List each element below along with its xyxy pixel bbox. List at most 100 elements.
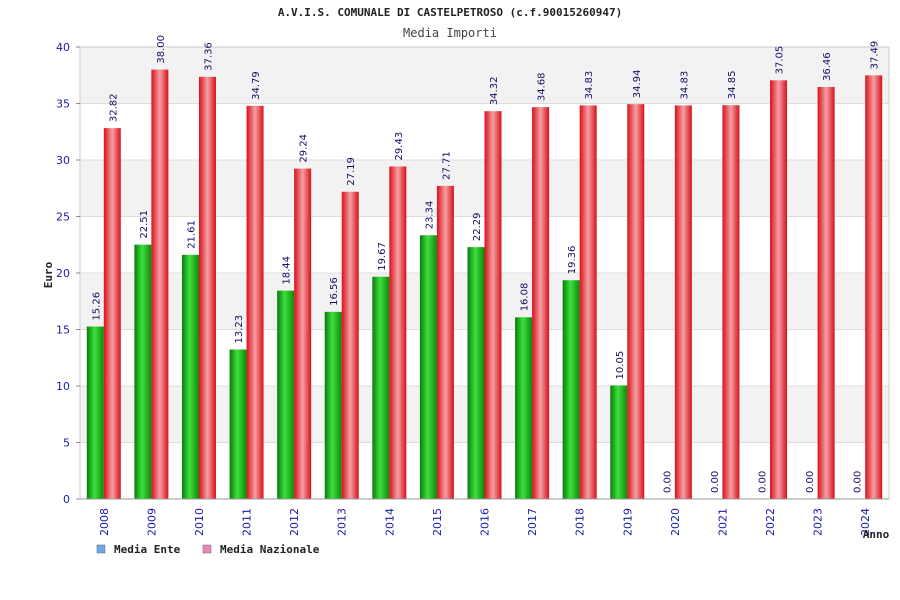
bar-media-ente — [610, 385, 628, 499]
value-label-media-ente: 16.56 — [329, 277, 340, 306]
bar-media-ente — [277, 290, 295, 499]
y-tick-label: 20 — [56, 267, 70, 280]
y-tick-label: 0 — [63, 493, 70, 506]
y-tick-label: 15 — [56, 324, 70, 337]
y-tick-label: 5 — [63, 437, 70, 450]
bar-media-nazionale — [151, 69, 169, 499]
value-label-media-nazionale: 34.94 — [632, 70, 643, 99]
value-label-media-nazionale: 27.71 — [441, 151, 452, 180]
value-label-media-nazionale: 32.82 — [108, 93, 119, 122]
value-label-media-ente: 0.00 — [758, 471, 769, 493]
value-label-media-ente: 13.23 — [234, 315, 245, 344]
value-label-media-nazionale: 34.83 — [584, 71, 595, 100]
value-label-media-ente: 0.00 — [805, 471, 816, 493]
value-label-media-ente: 0.00 — [710, 471, 721, 493]
legend-swatch — [202, 544, 212, 554]
bar-media-nazionale — [579, 105, 597, 500]
y-tick-label: 30 — [56, 154, 70, 167]
bar-media-nazionale — [389, 166, 407, 500]
value-label-media-ente: 16.08 — [520, 283, 531, 312]
value-label-media-ente: 23.34 — [424, 201, 435, 230]
value-label-media-ente: 0.00 — [853, 471, 864, 493]
value-label-media-ente: 22.51 — [139, 210, 150, 239]
bar-media-ente — [562, 280, 580, 499]
bar-media-nazionale — [627, 104, 645, 499]
x-tick-label: 2019 — [621, 508, 634, 536]
y-tick-label: 35 — [56, 98, 70, 111]
x-tick-label: 2021 — [716, 508, 729, 536]
chart-subtitle: Media Importi — [403, 26, 497, 40]
x-tick-label: 2015 — [431, 508, 444, 536]
value-label-media-nazionale: 36.46 — [822, 52, 833, 81]
bar-media-nazionale — [532, 107, 550, 499]
x-tick-label: 2018 — [574, 508, 587, 536]
bar-media-nazionale — [341, 191, 359, 500]
value-label-media-nazionale: 34.85 — [727, 71, 738, 100]
bar-media-ente — [419, 235, 437, 499]
bar-media-ente — [134, 244, 152, 499]
value-label-media-ente: 22.29 — [472, 212, 483, 241]
value-label-media-nazionale: 34.83 — [679, 71, 690, 100]
x-tick-label: 2020 — [669, 508, 682, 536]
bar-media-ente — [372, 276, 390, 499]
x-tick-label: 2010 — [193, 508, 206, 536]
bar-media-ente — [181, 254, 199, 499]
x-tick-label: 2022 — [764, 508, 777, 536]
x-tick-label: 2009 — [145, 508, 158, 536]
bar-media-nazionale — [722, 105, 740, 499]
y-axis-label: Euro — [42, 261, 55, 288]
bar-media-ente — [229, 349, 247, 499]
legend-label: Media Nazionale — [220, 543, 320, 556]
value-label-media-nazionale: 29.24 — [299, 134, 310, 163]
value-label-media-ente: 19.36 — [567, 246, 578, 275]
bar-media-ente — [324, 311, 342, 499]
bar-media-nazionale — [817, 87, 835, 499]
bar-media-nazionale — [294, 168, 312, 499]
value-label-media-nazionale: 34.79 — [251, 71, 262, 100]
bar-media-ente — [515, 317, 533, 499]
bar-media-nazionale — [103, 128, 121, 499]
y-tick-label: 40 — [56, 41, 70, 54]
bar-media-nazionale — [436, 185, 454, 499]
x-axis-label: Anno — [863, 528, 890, 541]
value-label-media-nazionale: 37.36 — [203, 42, 214, 71]
value-label-media-nazionale: 38.00 — [156, 35, 167, 64]
y-axis: 0 5 10 15 20 25 30 35 40 — [56, 41, 80, 506]
bar-media-nazionale — [246, 105, 264, 500]
value-label-media-nazionale: 34.32 — [489, 77, 500, 106]
value-label-media-nazionale: 27.19 — [346, 157, 357, 186]
value-label-media-ente: 0.00 — [662, 471, 673, 493]
x-tick-label: 2016 — [479, 508, 492, 536]
value-label-media-ente: 10.05 — [615, 351, 626, 380]
value-label-media-nazionale: 34.68 — [537, 72, 548, 101]
bar-media-ente — [86, 326, 104, 499]
bar-media-nazionale — [484, 111, 502, 500]
legend-label: Media Ente — [114, 543, 181, 556]
legend-swatch — [96, 544, 106, 554]
y-tick-label: 10 — [56, 380, 70, 393]
bar-media-nazionale — [198, 76, 216, 499]
x-tick-label: 2011 — [241, 508, 254, 536]
x-tick-label: 2008 — [98, 508, 111, 536]
chart-title: A.V.I.S. COMUNALE DI CASTELPETROSO (c.f.… — [278, 6, 622, 19]
value-label-media-nazionale: 29.43 — [394, 132, 405, 161]
bar-media-ente — [467, 247, 485, 499]
x-tick-label: 2014 — [383, 508, 396, 536]
legend: Media Ente Media Nazionale — [96, 543, 320, 556]
x-tick-label: 2012 — [288, 508, 301, 536]
value-label-media-ente: 19.67 — [377, 242, 388, 271]
bar-media-nazionale — [674, 105, 692, 500]
value-label-media-nazionale: 37.49 — [870, 41, 881, 70]
x-tick-label: 2017 — [526, 508, 539, 536]
bar-media-nazionale — [770, 80, 788, 500]
x-tick-label: 2013 — [336, 508, 349, 536]
value-label-media-ente: 18.44 — [282, 256, 293, 285]
value-label-media-nazionale: 37.05 — [775, 46, 786, 75]
bars: 15.26 32.82 22.51 38.00 21.61 37.36 13.23 34.79… — [86, 35, 883, 500]
y-tick-label: 25 — [56, 211, 70, 224]
x-axis: 2008 2009 2010 2011 2012 2013 2014 2015 2016 2017… — [80, 498, 889, 536]
bar-media-nazionale — [865, 75, 883, 499]
value-label-media-ente: 15.26 — [91, 292, 102, 321]
